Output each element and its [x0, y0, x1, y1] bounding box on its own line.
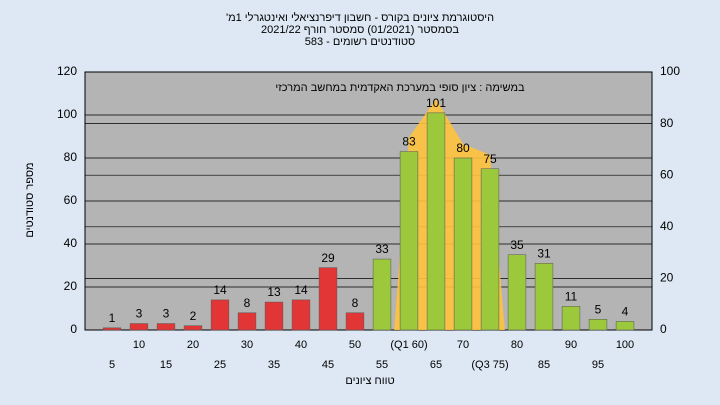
value-label: 14: [213, 283, 227, 297]
x-tick-label: 30: [241, 339, 253, 351]
bar: [156, 323, 176, 331]
bar: [291, 299, 311, 331]
x-tick-label: 65: [430, 359, 442, 371]
x-axis-label: טווח ציונים: [345, 375, 394, 387]
bar: [561, 306, 581, 331]
bar: [318, 267, 338, 331]
x-tick-label: 5: [109, 359, 115, 371]
bar: [210, 299, 230, 331]
x-tick-label: 100: [616, 339, 634, 351]
quartile-highlight: [394, 98, 505, 330]
bar: [588, 319, 608, 331]
x-tick-label: (Q3 75): [471, 359, 508, 371]
value-label: 29: [321, 251, 335, 265]
x-tick-label: 45: [322, 359, 334, 371]
x-tick-label: 35: [268, 359, 280, 371]
value-label: 4: [622, 305, 629, 319]
y-tick-label: 20: [64, 279, 78, 293]
y-tick-label: 0: [70, 322, 77, 336]
y2-tick-label: 80: [660, 116, 674, 130]
x-tick-label: 80: [511, 339, 523, 351]
x-tick-label: 55: [376, 359, 388, 371]
bar: [453, 157, 473, 331]
x-tick-label: 25: [214, 359, 226, 371]
bar: [345, 312, 365, 331]
value-label: 8: [244, 296, 251, 310]
bar: [264, 301, 284, 331]
x-tick-label: 40: [295, 339, 307, 351]
y2-tick-label: 20: [660, 271, 674, 285]
value-label: 75: [483, 152, 497, 166]
bar: [507, 254, 527, 331]
bar: [183, 325, 203, 331]
value-label: 3: [136, 307, 143, 321]
x-tick-label: 85: [538, 359, 550, 371]
bar: [480, 168, 500, 331]
x-tick-label: 90: [565, 339, 577, 351]
bar: [534, 263, 554, 331]
chart-subtitle: סטודנטים רשומים - 583: [305, 36, 416, 48]
value-label: 11: [565, 290, 578, 304]
x-tick-label: 95: [592, 359, 604, 371]
value-label: 31: [537, 247, 551, 261]
y-tick-label: 60: [64, 193, 78, 207]
chart-subtitle: בסמסטר (01/2021) סמסטר חורף 2021/22: [261, 24, 459, 36]
value-label: 80: [456, 141, 470, 155]
bar: [237, 312, 257, 331]
annotation: במשימה : ציון סופי במערכת האקדמית במחשב …: [275, 82, 525, 94]
value-label: 3: [163, 307, 170, 321]
y2-tick-label: 60: [660, 167, 674, 181]
y-tick-label: 100: [57, 107, 77, 121]
value-label: 14: [294, 283, 308, 297]
value-label: 101: [426, 96, 446, 110]
x-tick-label: 70: [457, 339, 469, 351]
bar: [426, 112, 446, 331]
y-axis-label: מספר סטודנטים: [24, 162, 36, 237]
bar: [372, 258, 392, 331]
value-label: 83: [402, 135, 416, 149]
value-label: 13: [267, 285, 281, 299]
value-label: 33: [375, 242, 389, 256]
x-tick-label: 10: [133, 339, 145, 351]
y2-tick-label: 40: [660, 219, 674, 233]
y-tick-label: 80: [64, 150, 78, 164]
y-tick-label: 40: [64, 236, 78, 250]
bar: [615, 321, 635, 331]
bar: [399, 151, 419, 331]
x-tick-label: 50: [349, 339, 361, 351]
value-label: 35: [510, 238, 524, 252]
value-label: 8: [352, 296, 359, 310]
x-tick-label: 20: [187, 339, 199, 351]
value-label: 1: [109, 311, 116, 325]
x-tick-label: 15: [160, 359, 172, 371]
value-label: 2: [190, 309, 197, 323]
x-tick-label: (Q1 60): [390, 339, 427, 351]
bar: [129, 323, 149, 331]
chart-title: 'היסטוגרמת ציונים בקורס - חשבון דיפרנציא…: [226, 11, 494, 24]
y2-tick-label: 100: [660, 64, 680, 78]
y2-tick-label: 0: [660, 322, 667, 336]
y-tick-label: 120: [57, 64, 77, 78]
value-label: 5: [595, 302, 602, 316]
bar: [102, 327, 122, 331]
